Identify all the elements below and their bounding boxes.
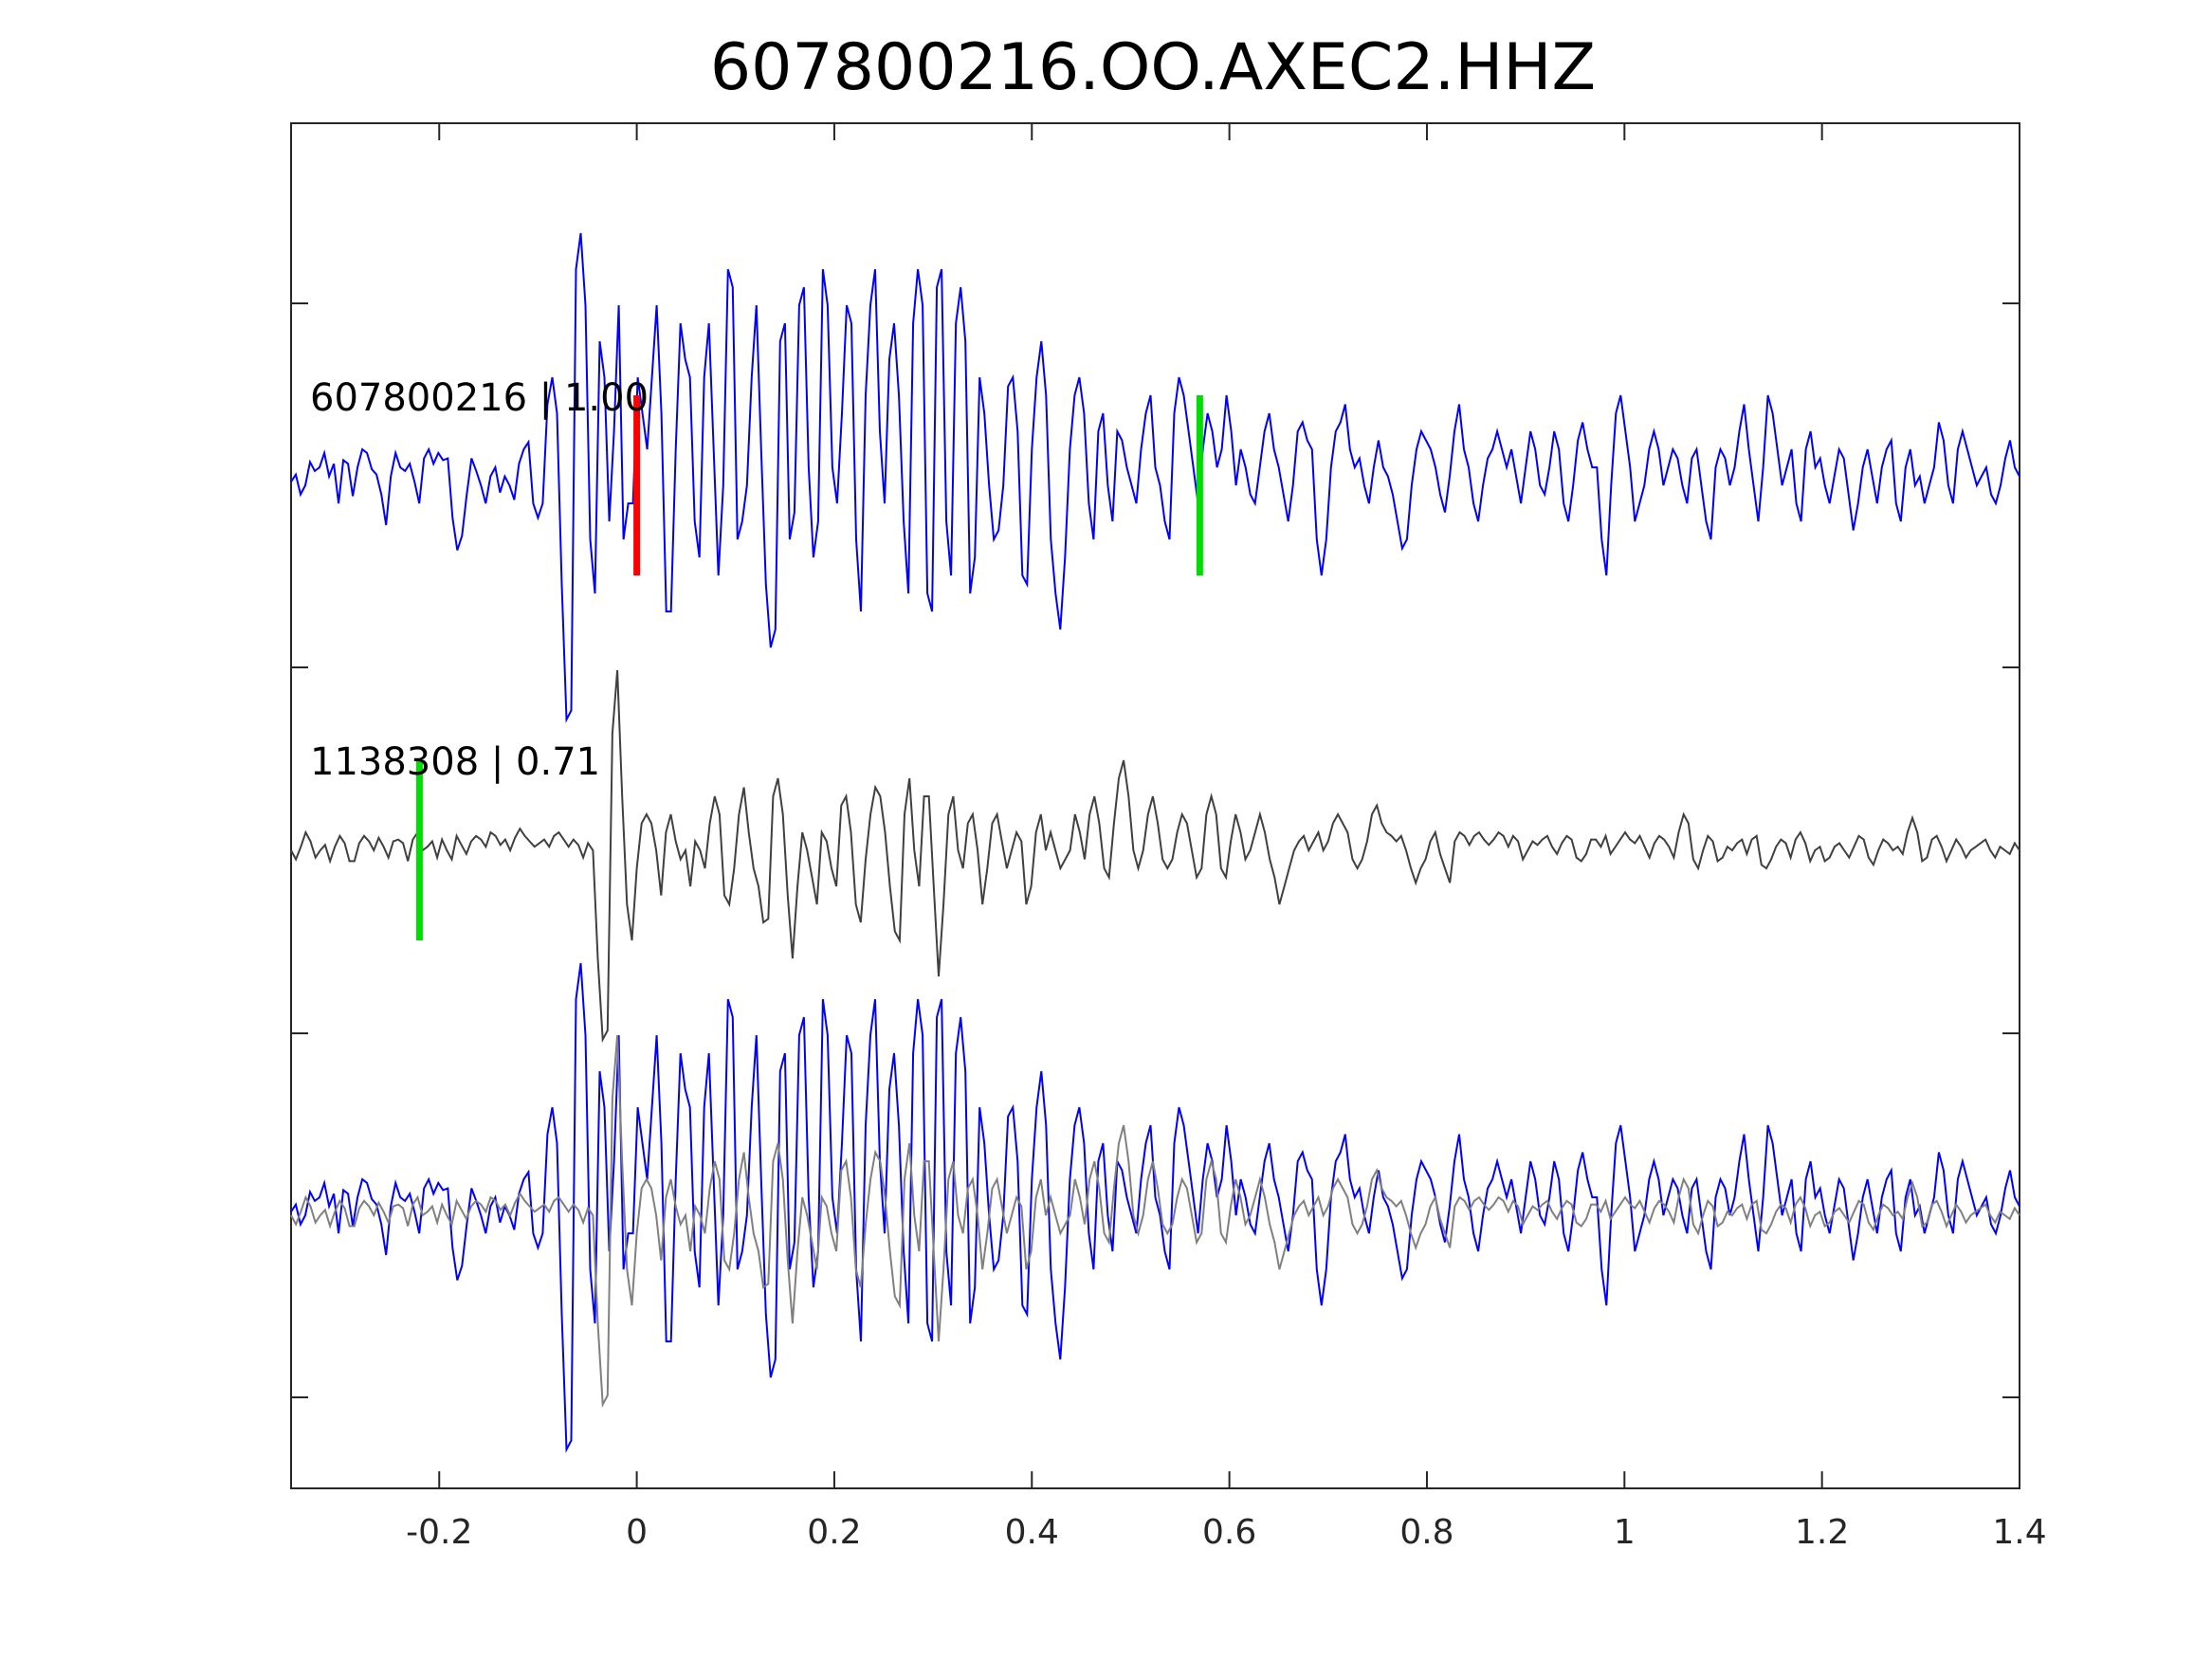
x-tick-label: 0.4	[1005, 1513, 1059, 1552]
x-axis-ticks	[438, 123, 2020, 1488]
chart-title: 607800216.OO.AXEC2.HHZ	[710, 30, 1596, 105]
x-tick-label: 1.4	[1992, 1513, 2046, 1552]
trace-label-match: 1138308 | 0.71	[310, 740, 600, 784]
trace-label-template: 607800216 | 1.00	[310, 376, 649, 420]
x-tick-label: 0.2	[807, 1513, 861, 1552]
overlay-match-line	[290, 1034, 2020, 1409]
y-axis-ticks	[291, 302, 2020, 1398]
x-tick-label: 0.8	[1399, 1513, 1453, 1552]
overlay-template-line	[290, 962, 2020, 1453]
x-tick-label: 0	[626, 1513, 648, 1552]
x-tick-label: 1	[1614, 1513, 1636, 1552]
x-axis-tick-labels: -0.2 0 0.2 0.4 0.6 0.8 1 1.2 1.4	[406, 1513, 2047, 1552]
x-tick-label: 1.2	[1795, 1513, 1849, 1552]
traces-layer	[290, 232, 2020, 1453]
pick-markers	[415, 395, 1203, 940]
match-trace-line	[290, 669, 2020, 1044]
template-trace-line	[290, 232, 2020, 723]
x-tick-label: -0.2	[406, 1513, 472, 1552]
x-tick-label: 0.6	[1202, 1513, 1256, 1552]
